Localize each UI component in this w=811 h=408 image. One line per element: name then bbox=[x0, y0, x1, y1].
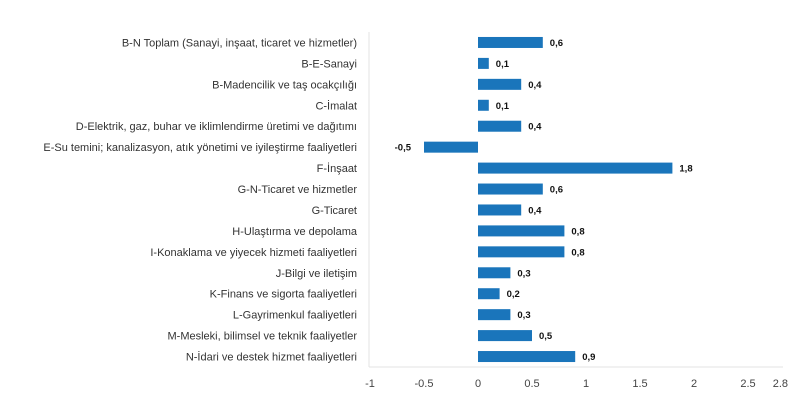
value-label: 0,4 bbox=[528, 205, 542, 216]
category-label: B-N Toplam (Sanayi, inşaat, ticaret ve h… bbox=[122, 37, 357, 49]
value-label: 0,4 bbox=[528, 80, 542, 91]
value-label: 0,8 bbox=[571, 247, 584, 258]
x-tick-label: -0.5 bbox=[415, 378, 434, 390]
category-labels: B-N Toplam (Sanayi, inşaat, ticaret ve h… bbox=[43, 37, 358, 363]
bar bbox=[478, 351, 576, 363]
category-label: L-Gayrimenkul faaliyetleri bbox=[233, 310, 357, 322]
axes bbox=[368, 32, 783, 368]
value-label: 0,1 bbox=[496, 101, 510, 112]
category-label: D-Elektrik, gaz, buhar ve iklimlendirme … bbox=[76, 121, 357, 133]
category-label: B-Madencilik ve taş ocakçılığı bbox=[212, 79, 357, 91]
category-label: G-N-Ticaret ve hizmetler bbox=[238, 184, 358, 196]
x-tick-label: -1 bbox=[365, 378, 375, 390]
category-label: I-Konaklama ve yiyecek hizmeti faaliyetl… bbox=[150, 247, 357, 259]
bar bbox=[478, 162, 673, 174]
category-label: B-E-Sanayi bbox=[301, 58, 357, 70]
bar bbox=[478, 225, 565, 237]
x-tick-label: 1 bbox=[583, 378, 589, 390]
category-label: J-Bilgi ve iletişim bbox=[276, 268, 357, 280]
value-labels: 0,6 0,1 0,4 0,1 0,4 -0,5 1,8 0,6 0,4 0,8 0,8 0,3 0,2… bbox=[395, 38, 693, 363]
category-label: F-İnşaat bbox=[317, 162, 357, 175]
x-tick-label: 2.8 bbox=[773, 378, 788, 390]
x-tick-label: 0 bbox=[475, 378, 481, 390]
x-tick-label: 1.5 bbox=[632, 378, 647, 390]
bar bbox=[478, 309, 511, 321]
bar bbox=[478, 246, 565, 258]
category-label: H-Ulaştırma ve depolama bbox=[232, 226, 358, 238]
bar bbox=[478, 330, 532, 342]
category-label: N-İdari ve destek hizmet faaliyetleri bbox=[186, 351, 357, 364]
bar bbox=[424, 141, 478, 153]
category-label: E-Su temini; kanalizasyon, atık yönetimi… bbox=[43, 142, 357, 154]
x-tick-label: 2.5 bbox=[740, 378, 755, 390]
value-label: 0,1 bbox=[496, 59, 510, 70]
category-label: M-Mesleki, bilimsel ve teknik faaliyetle… bbox=[168, 331, 358, 343]
value-label: 0,6 bbox=[550, 185, 563, 196]
bar bbox=[478, 288, 500, 300]
value-label: 0,5 bbox=[539, 331, 553, 342]
value-label: 0,4 bbox=[528, 122, 542, 133]
category-label: C-İmalat bbox=[315, 99, 357, 112]
bars bbox=[424, 36, 673, 363]
value-label: 1,8 bbox=[679, 164, 692, 175]
bar bbox=[478, 183, 543, 195]
value-label: 0,2 bbox=[507, 289, 520, 300]
category-label: K-Finans ve sigorta faaliyetleri bbox=[210, 289, 357, 301]
bar bbox=[478, 36, 543, 48]
x-tick-label: 0.5 bbox=[524, 378, 539, 390]
bar bbox=[478, 120, 522, 132]
x-tick-labels: -1 -0.5 0 0.5 1 1.5 2 2.5 2.8 bbox=[365, 378, 788, 390]
value-label: 0,6 bbox=[550, 38, 563, 49]
x-tick-label: 2 bbox=[691, 378, 697, 390]
bar bbox=[478, 204, 522, 216]
bar bbox=[478, 267, 511, 279]
value-label: 0,9 bbox=[582, 352, 595, 363]
value-label: 0,3 bbox=[517, 268, 530, 279]
bar bbox=[478, 99, 489, 111]
value-label: 0,3 bbox=[517, 310, 530, 321]
bar bbox=[478, 57, 489, 69]
category-label: G-Ticaret bbox=[312, 205, 357, 217]
value-label: -0,5 bbox=[395, 143, 412, 154]
value-label: 0,8 bbox=[571, 226, 584, 237]
bar bbox=[478, 78, 522, 90]
